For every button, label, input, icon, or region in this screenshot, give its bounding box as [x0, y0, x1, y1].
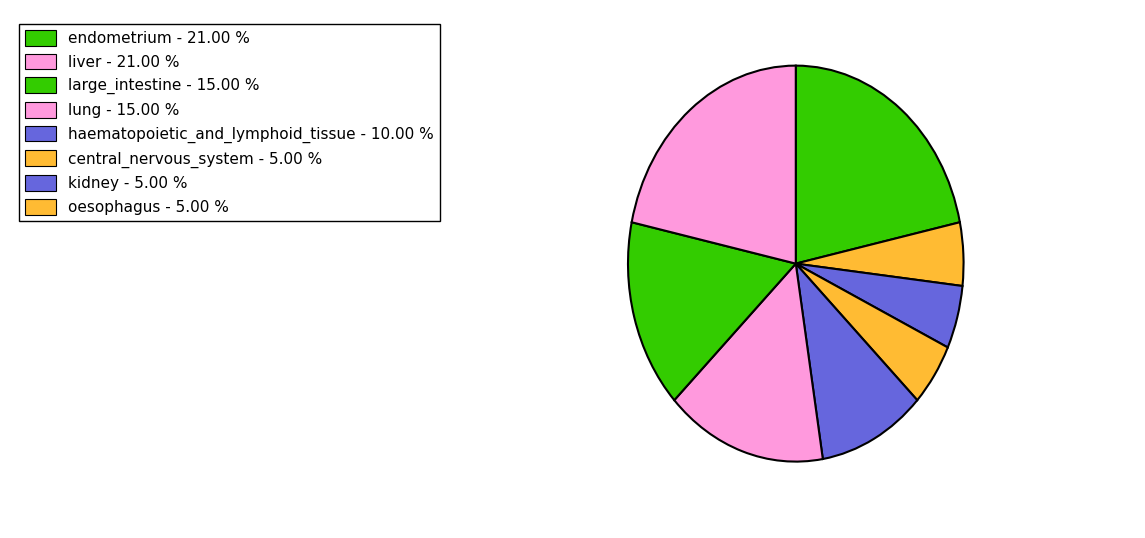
- Wedge shape: [632, 66, 796, 264]
- Wedge shape: [627, 222, 796, 400]
- Wedge shape: [796, 264, 963, 348]
- Wedge shape: [796, 66, 960, 264]
- Wedge shape: [796, 222, 964, 286]
- Wedge shape: [796, 264, 917, 459]
- Wedge shape: [674, 264, 823, 462]
- Wedge shape: [796, 264, 948, 400]
- Legend: endometrium - 21.00 %, liver - 21.00 %, large_intestine - 15.00 %, lung - 15.00 : endometrium - 21.00 %, liver - 21.00 %, …: [19, 24, 440, 221]
